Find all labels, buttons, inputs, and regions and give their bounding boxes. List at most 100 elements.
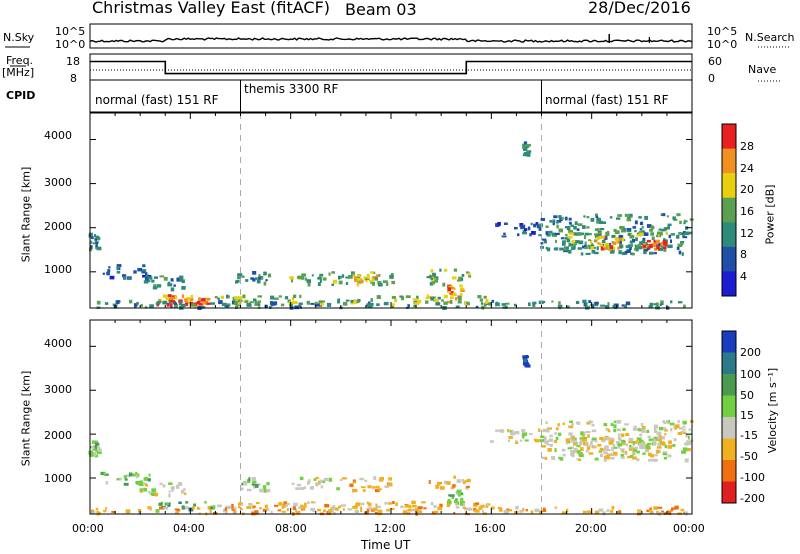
- power-cell: [170, 287, 175, 292]
- power-cell: [241, 275, 245, 278]
- freq-label-1: Freq.: [6, 54, 34, 67]
- velocity-cell: [570, 436, 575, 439]
- power-cell: [467, 273, 471, 276]
- power-cell: [625, 245, 631, 249]
- velocity-cell: [634, 440, 638, 444]
- power-cell: [391, 303, 395, 306]
- velocity-cell: [650, 454, 655, 458]
- velocity-cell: [159, 482, 163, 485]
- power-cell: [582, 245, 585, 249]
- velocity-colorbar-segment: [722, 352, 736, 375]
- power-cell: [263, 281, 267, 286]
- power-cell: [557, 304, 563, 308]
- power-ytick-4000: 4000: [44, 129, 72, 142]
- velocity-cell: [580, 447, 584, 451]
- power-cell: [477, 295, 482, 299]
- velocity-cell: [610, 423, 614, 426]
- velocity-cell: [292, 506, 296, 511]
- power-cell: [173, 302, 178, 305]
- power-cell: [574, 221, 578, 226]
- velocity-cell: [171, 489, 174, 492]
- vel-cbar-tick-m15: -15: [740, 429, 758, 442]
- power-cell: [607, 302, 610, 307]
- velocity-cell: [309, 486, 314, 490]
- velocity-colorbar-segment: [722, 481, 736, 504]
- power-cell: [683, 219, 686, 223]
- velocity-cell: [408, 504, 412, 509]
- velocity-cell: [625, 450, 628, 453]
- velocity-cell: [124, 478, 128, 481]
- power-cell: [147, 276, 153, 280]
- velocity-cell: [252, 480, 257, 484]
- velocity-colorbar-frame: [721, 330, 737, 504]
- vel-cbar-tick-m50: -50: [740, 450, 758, 463]
- power-cell: [141, 269, 147, 273]
- velocity-cell: [689, 439, 694, 442]
- power-cell: [106, 271, 110, 276]
- velocity-cell: [625, 443, 629, 447]
- power-cell: [522, 232, 527, 235]
- power-cell: [577, 223, 583, 227]
- vel-cbar-tick-m200: -200: [740, 492, 765, 505]
- power-cell: [679, 220, 682, 225]
- power-ytick-1000: 1000: [44, 263, 72, 276]
- velocity-cell: [668, 440, 672, 445]
- velocity-cell: [544, 456, 548, 460]
- power-cell: [568, 217, 572, 221]
- velocity-cell: [646, 509, 651, 513]
- velocity-cell: [355, 503, 360, 506]
- power-cell: [535, 222, 539, 226]
- velocity-cell: [319, 479, 323, 483]
- power-cell: [95, 235, 99, 239]
- power-cell: [170, 278, 174, 282]
- velocity-cell: [359, 477, 364, 481]
- power-cell: [128, 276, 131, 280]
- power-cell: [657, 234, 660, 237]
- power-cell: [545, 225, 549, 228]
- velocity-cell: [125, 509, 131, 514]
- power-cell: [645, 242, 648, 245]
- power-cell: [89, 245, 93, 249]
- freq-tick-bottom: 8: [70, 72, 77, 85]
- velocity-cell: [582, 437, 587, 440]
- power-cell: [625, 301, 631, 306]
- velocity-cell: [111, 510, 116, 513]
- velocity-cell: [579, 437, 582, 440]
- nsearch-tick-bottom: 10^0: [707, 38, 738, 51]
- power-cell: [577, 247, 582, 250]
- velocity-cell: [530, 510, 534, 515]
- power-cell: [116, 266, 120, 270]
- velocity-cell: [514, 431, 518, 434]
- power-cell: [663, 238, 666, 241]
- velocity-cell: [364, 511, 369, 515]
- velocity-cell: [302, 505, 307, 509]
- velocity-cell: [352, 506, 357, 509]
- power-cell: [587, 232, 592, 236]
- power-cell: [653, 303, 657, 306]
- power-cbar-tick-24: 24: [740, 162, 754, 175]
- power-cell: [657, 242, 663, 247]
- velocity-cell: [642, 452, 646, 455]
- velocity-cell: [611, 447, 614, 452]
- power-cell: [430, 277, 434, 281]
- power-cell: [570, 247, 575, 250]
- velocity-cell: [178, 501, 182, 504]
- velocity-cell: [585, 442, 588, 446]
- velocity-cell: [474, 502, 480, 505]
- velocity-cell: [620, 453, 625, 457]
- power-cell: [201, 302, 205, 305]
- power-cell: [609, 245, 614, 249]
- power-cell: [626, 249, 631, 253]
- vel-cbar-tick-50: 50: [740, 389, 754, 402]
- power-cell: [246, 303, 252, 307]
- velocity-cell: [610, 510, 614, 513]
- power-cell: [555, 239, 557, 243]
- power-cbar-tick-4: 4: [740, 270, 747, 283]
- power-cell: [442, 282, 446, 287]
- power-cell: [348, 275, 353, 279]
- velocity-cell: [510, 431, 515, 436]
- velocity-cell: [687, 448, 691, 452]
- power-cell: [452, 292, 457, 296]
- power-cell: [501, 235, 507, 238]
- power-cell: [304, 277, 307, 281]
